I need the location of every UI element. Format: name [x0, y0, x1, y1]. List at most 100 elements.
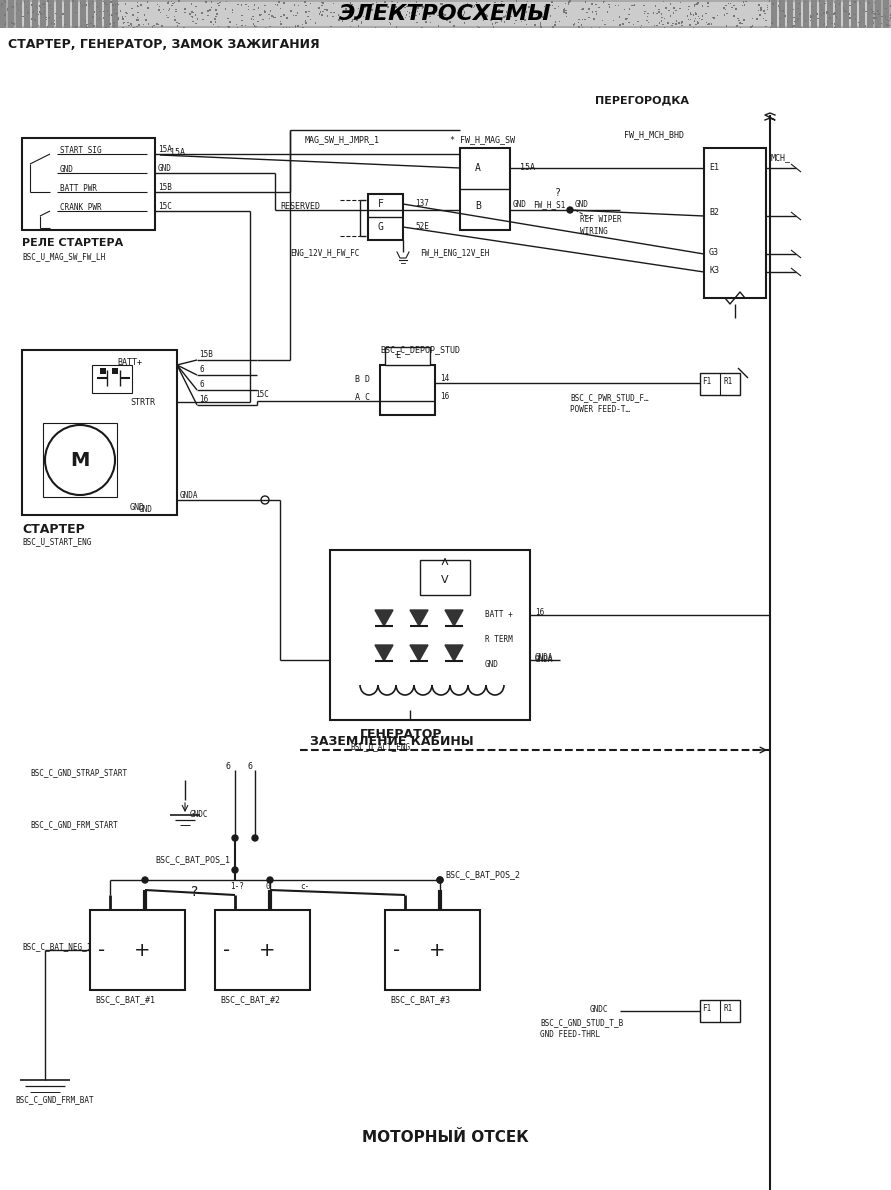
Bar [210, 21, 212, 23]
Bar [742, 1, 744, 2]
Bar [692, 14, 694, 15]
Bar [168, 8, 170, 10]
Bar [123, 21, 125, 23]
Bar [215, 910, 310, 990]
Text: GND: GND [513, 200, 527, 209]
Bar [1, 6, 3, 7]
Bar [297, 12, 298, 13]
Bar [42, 4, 44, 6]
Bar [434, 14, 435, 15]
Bar [20, 2, 21, 4]
Bar [105, 24, 107, 25]
Text: RESERVED: RESERVED [280, 202, 320, 211]
Bar [24, 0, 30, 29]
Bar [132, 14, 134, 15]
Bar [865, 11, 867, 12]
Bar [113, 23, 115, 24]
Bar [92, 1, 94, 2]
Bar [215, 10, 217, 11]
Bar [563, 10, 565, 11]
Bar [558, 6, 560, 7]
Bar [283, 14, 285, 15]
Bar [26, 7, 28, 8]
Bar [884, 15, 885, 17]
Bar [476, 2, 478, 4]
Bar [873, 17, 875, 19]
Text: 15A: 15A [158, 145, 172, 154]
Bar [445, 15, 446, 17]
Bar [565, 12, 567, 13]
Bar [726, 25, 727, 26]
Bar [283, 2, 284, 4]
Bar [843, 8, 845, 10]
Bar [16, 0, 22, 29]
Text: WIRING: WIRING [580, 227, 608, 236]
Bar [473, 7, 475, 8]
Bar [827, 0, 833, 29]
Text: 14: 14 [440, 374, 449, 383]
Bar [858, 21, 860, 24]
Text: K3: K3 [709, 267, 719, 275]
Bar [147, 1, 148, 2]
Bar [798, 2, 800, 5]
Bar [131, 24, 133, 26]
Bar [137, 1, 138, 4]
Bar [125, 12, 127, 13]
Text: F: F [378, 199, 384, 209]
Bar [118, 4, 119, 5]
Bar [265, 26, 266, 29]
Bar [96, 0, 102, 29]
Text: BSC_C_BAT_POS_2: BSC_C_BAT_POS_2 [445, 870, 520, 879]
Bar [416, 1, 417, 2]
Bar [797, 18, 798, 19]
Bar [20, 2, 871, 26]
Bar [437, 14, 438, 17]
Bar [688, 6, 690, 7]
Text: +: + [134, 940, 151, 959]
Text: GNDA: GNDA [535, 653, 553, 662]
Bar [241, 5, 242, 6]
Bar [260, 14, 262, 15]
Text: POWER FEED-T…: POWER FEED-T… [570, 405, 630, 414]
Bar [215, 21, 217, 23]
Bar [350, 2, 351, 4]
Bar [117, 12, 119, 14]
Bar [787, 0, 793, 29]
Bar [859, 2, 861, 4]
Bar [195, 14, 196, 15]
Bar [494, 10, 495, 11]
Bar [843, 7, 845, 8]
Bar [829, 14, 830, 15]
Bar [486, 15, 487, 17]
Bar [352, 19, 354, 20]
Bar [733, 5, 735, 6]
Bar [401, 7, 403, 8]
Bar [559, 21, 560, 23]
Bar [740, 27, 741, 29]
Bar [823, 12, 824, 14]
Bar [811, 6, 813, 7]
Bar [47, 17, 49, 18]
Bar [232, 12, 233, 13]
Bar [189, 13, 191, 14]
Bar [409, 12, 410, 14]
Bar [704, 148, 766, 298]
Bar [104, 2, 106, 4]
Text: 6: 6 [199, 365, 204, 374]
Bar [873, 13, 875, 14]
Bar [859, 24, 860, 25]
Bar [865, 25, 866, 26]
Bar [803, 0, 809, 29]
Bar [419, 13, 421, 14]
Bar [821, 14, 822, 15]
Bar [846, 11, 847, 13]
Text: GNDC: GNDC [190, 810, 208, 819]
Bar [426, 21, 427, 23]
Bar [830, 4, 831, 5]
Text: 15B: 15B [199, 350, 213, 359]
Text: BSC_U_MAG_SW_FW_LH: BSC_U_MAG_SW_FW_LH [22, 252, 105, 261]
Bar [887, 25, 888, 26]
Bar [112, 0, 118, 29]
Bar [18, 10, 19, 11]
Bar [705, 13, 707, 14]
